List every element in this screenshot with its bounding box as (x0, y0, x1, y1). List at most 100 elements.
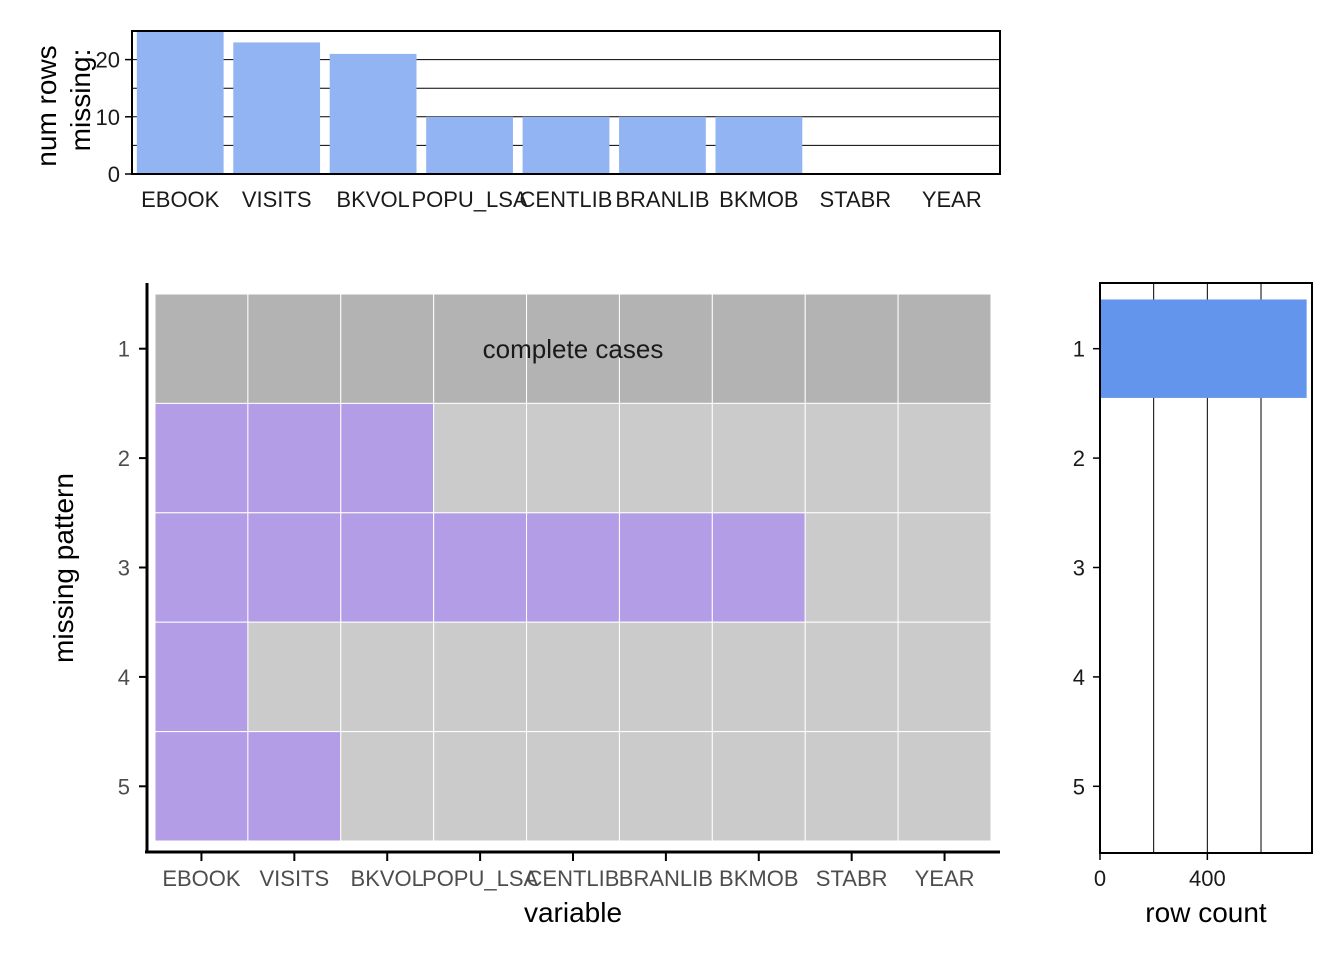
right-bars (1100, 299, 1307, 836)
main-x-tick-label: VISITS (259, 866, 329, 891)
heat-cell (618, 731, 713, 842)
top-x-tick-label: YEAR (922, 187, 982, 212)
row-count-panel: 1 2 3 4 5 0 400 row count (1073, 282, 1313, 928)
top-x-tick-label: EBOOK (141, 187, 220, 212)
heat-cell (154, 731, 249, 842)
heat-cell (711, 621, 806, 733)
main-y-tick-label: 5 (118, 774, 130, 799)
bar-popu_lsa (426, 116, 513, 174)
heat-cell (804, 731, 899, 842)
right-x-ticks: 0 400 (1094, 853, 1226, 891)
right-xlabel: row count (1145, 897, 1267, 928)
heat-cell (433, 731, 528, 842)
heat-cell (247, 293, 342, 404)
heat-cell (340, 402, 435, 514)
heat-cell (804, 293, 899, 404)
heat-cell (247, 402, 342, 514)
heat-cell (804, 402, 899, 514)
heat-cell (711, 402, 806, 514)
heat-cell (804, 621, 899, 733)
top-y-tick-label: 10 (96, 105, 120, 130)
right-y-tick-label: 5 (1073, 774, 1085, 799)
heat-cell (618, 293, 713, 404)
heat-cell (711, 512, 806, 623)
main-xlabel: variable (524, 897, 622, 928)
top-y-tick-label: 20 (96, 48, 120, 73)
top-x-tick-label: BKMOB (719, 187, 798, 212)
heat-cell (618, 402, 713, 514)
heat-cell (154, 293, 249, 404)
main-x-tick-label: BRANLIB (619, 866, 713, 891)
heat-cell (526, 512, 620, 623)
right-y-tick-label: 3 (1073, 556, 1085, 581)
heat-cell (433, 621, 528, 733)
top-y-ticks: 0 10 20 (96, 48, 132, 187)
right-y-tick-label: 1 (1073, 337, 1085, 362)
bar-ebook (136, 31, 224, 174)
top-y-tick-label: 0 (108, 162, 120, 187)
heat-cell (897, 402, 992, 514)
heat-cell (340, 512, 435, 623)
heat-cell (526, 402, 620, 514)
heat-cell (897, 293, 992, 404)
heat-cell (247, 731, 342, 842)
heat-cell (897, 621, 992, 733)
heat-cell (154, 621, 249, 733)
heat-cell (154, 512, 249, 623)
right-y-tick-label: 4 (1073, 665, 1085, 690)
main-x-tick-label: YEAR (915, 866, 975, 891)
heat-cell (526, 621, 620, 733)
heat-cell (433, 512, 528, 623)
bar-centlib (522, 116, 610, 174)
main-x-tick-label: CENTLIB (527, 866, 620, 891)
bar-branlib (619, 116, 706, 174)
heat-cell (247, 621, 342, 733)
heat-cell (897, 731, 992, 842)
top-x-tick-label: BKVOL (336, 187, 409, 212)
bar-bkvol (329, 53, 417, 174)
main-x-tick-label: STABR (816, 866, 888, 891)
top-ylabel-line1: num rows (31, 45, 62, 166)
right-x-tick-label: 400 (1189, 866, 1226, 891)
heat-cell (154, 402, 249, 514)
main-x-tick-label: BKMOB (719, 866, 798, 891)
right-y-tick-label: 2 (1073, 446, 1085, 471)
top-x-tick-label: BRANLIB (615, 187, 709, 212)
top-x-tick-label: STABR (819, 187, 891, 212)
main-y-ticks: 1 2 3 4 5 (118, 337, 146, 799)
heat-cell (340, 621, 435, 733)
heat-cell (340, 731, 435, 842)
bar-visits (233, 42, 321, 174)
heat-cell (711, 293, 806, 404)
heatmap-cells (154, 293, 992, 842)
pattern-heatmap-panel: complete cases 1 2 3 4 5 EBOOK VISITS BKVOLPOP… (48, 283, 1000, 928)
bar-bkmob (715, 116, 803, 174)
main-x-tick-label: BKVOL (351, 866, 424, 891)
heat-cell (433, 402, 528, 514)
heat-cell (526, 731, 620, 842)
heat-cell (526, 293, 620, 404)
top-x-tick-label: VISITS (242, 187, 312, 212)
top-ylabel-line2: missing: (65, 49, 96, 152)
heat-cell (711, 731, 806, 842)
top-x-tick-label: POPU_LSA (411, 187, 527, 212)
top-x-tick-label: CENTLIB (520, 187, 613, 212)
main-ylabel: missing pattern (48, 473, 79, 663)
right-y-ticks: 1 2 3 4 5 (1073, 337, 1100, 799)
main-y-tick-label: 3 (118, 556, 130, 581)
heat-cell (618, 621, 713, 733)
heat-cell (618, 512, 713, 623)
top-plot-border (131, 30, 1001, 175)
main-y-tick-label: 2 (118, 446, 130, 471)
heat-cell (804, 512, 899, 623)
main-x-tick-label: EBOOK (162, 866, 241, 891)
main-x-tick-label: POPU_LSA (422, 866, 538, 891)
right-x-tick-label: 0 (1094, 866, 1106, 891)
main-y-tick-label: 1 (118, 337, 130, 362)
row-count-bar-1 (1100, 299, 1307, 398)
heat-cell (897, 512, 992, 623)
main-y-tick-label: 4 (118, 665, 130, 690)
